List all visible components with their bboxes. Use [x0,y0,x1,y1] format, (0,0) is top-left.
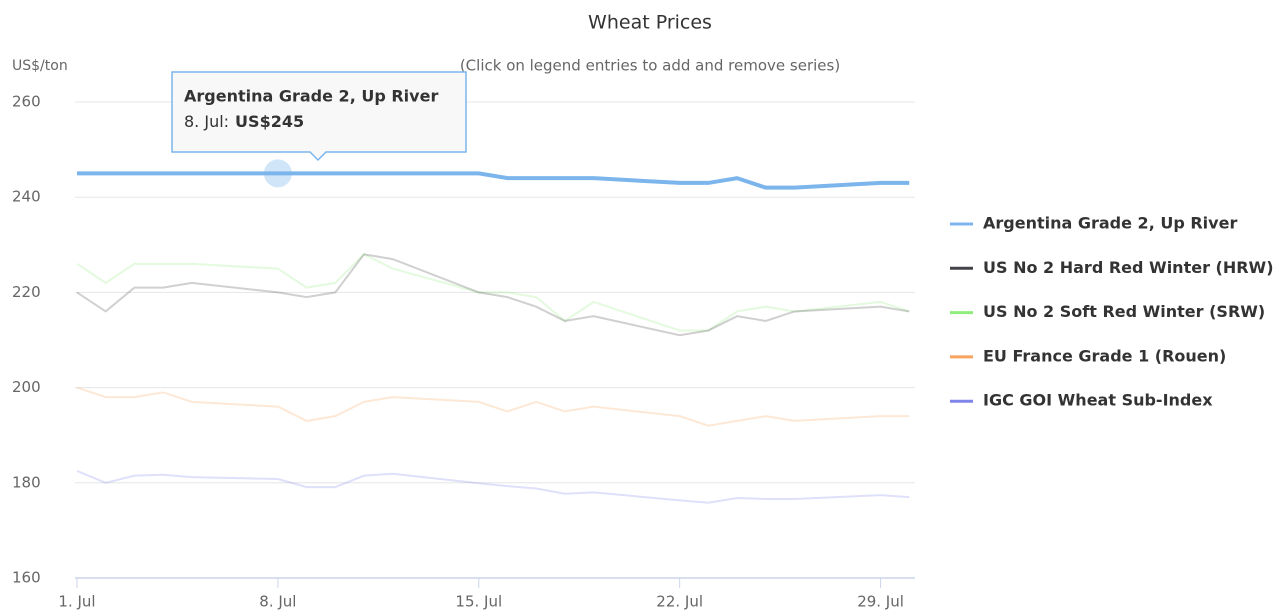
series-line [77,171,910,190]
series-line [76,253,910,337]
x-tick-label: 29. Jul [857,593,904,611]
tooltip-number: US$245 [235,112,304,131]
tooltip-date: 8. Jul: [184,112,229,131]
legend-label: Argentina Grade 2, Up River [983,214,1237,233]
tooltip-box [171,71,467,162]
y-tick-label: 200 [12,378,41,396]
x-tick-label: 15. Jul [455,593,502,611]
tooltip-value: 8. Jul: US$245 [184,112,304,131]
chart-subtitle: (Click on legend entries to add and remo… [460,57,840,75]
y-tick-label: 240 [12,188,41,206]
chart-title: Wheat Prices [588,12,712,34]
y-axis-label: US$/ton [12,58,68,74]
x-tick-label: 22. Jul [656,593,703,611]
y-tick-label: 260 [12,93,41,111]
legend-label: US No 2 Hard Red Winter (HRW) [983,258,1274,277]
y-tick-label: 160 [12,569,41,587]
legend-label: US No 2 Soft Red Winter (SRW) [983,302,1265,321]
legend-label: IGC GOI Wheat Sub-Index [983,391,1213,410]
x-tick-label: 8. Jul [259,593,296,611]
tooltip-series: Argentina Grade 2, Up River [184,87,438,106]
hover-halo [263,159,292,188]
y-tick-label: 220 [12,283,41,301]
x-tick-label: 1. Jul [58,593,95,611]
series-line [76,469,910,504]
series-line [76,253,910,332]
legend-label: EU France Grade 1 (Rouen) [983,346,1226,365]
series-line [76,386,910,427]
y-tick-label: 180 [12,473,41,491]
